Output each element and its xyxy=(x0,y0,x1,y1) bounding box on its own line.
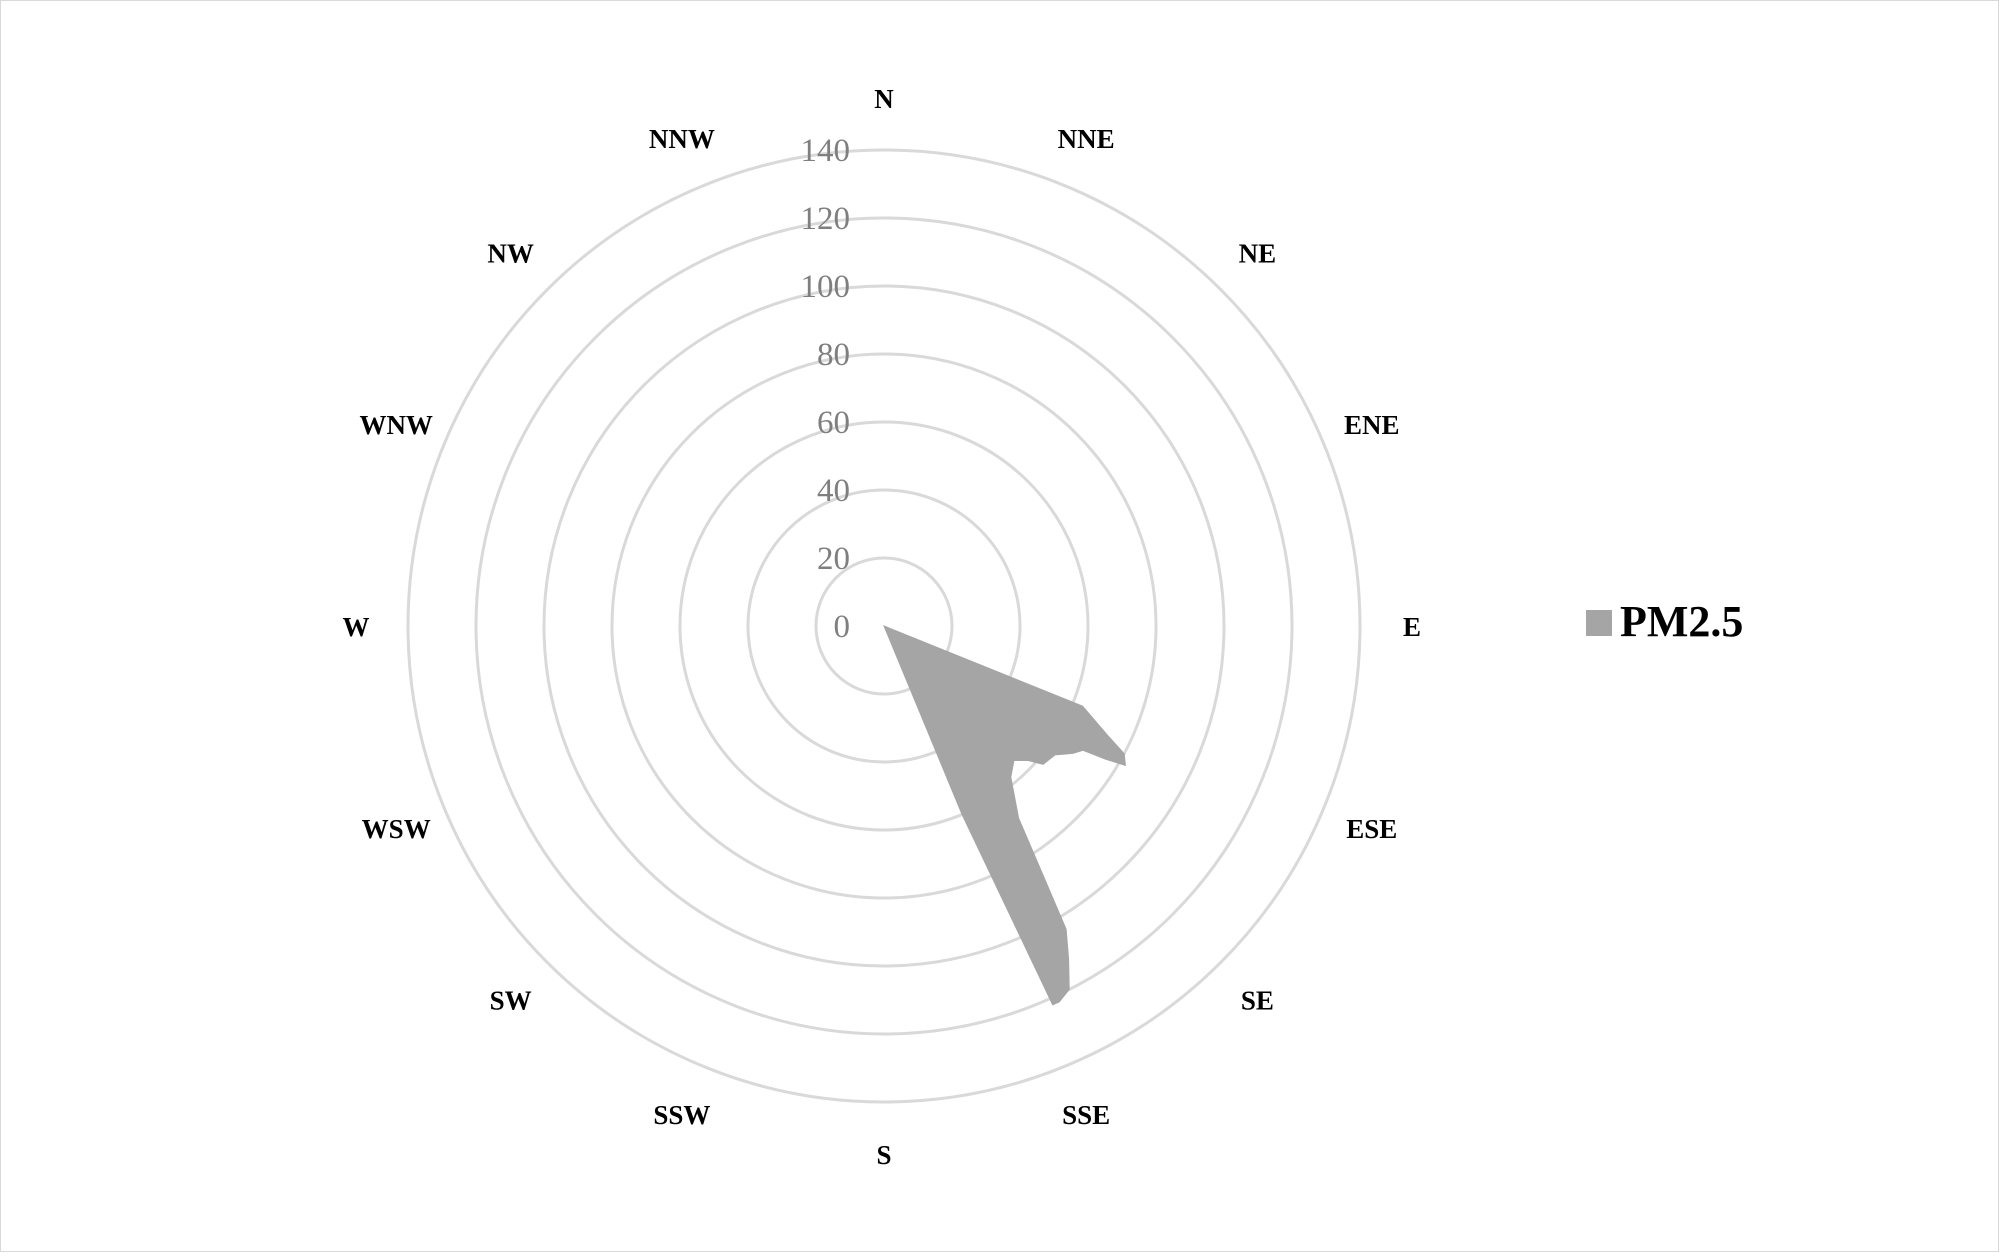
tick-label-60: 60 xyxy=(817,405,850,441)
tick-labels: 0 20 40 60 80 100 120 140 xyxy=(801,133,851,645)
direction-label-e: E xyxy=(1403,612,1421,642)
direction-label-se: SE xyxy=(1241,985,1274,1015)
grid-ring-40 xyxy=(746,488,1022,764)
legend-swatch xyxy=(1586,610,1612,636)
grid-ring-100 xyxy=(542,284,1226,968)
tick-label-20: 20 xyxy=(817,541,850,577)
grid-ring-20 xyxy=(814,556,954,696)
direction-label-ne: NE xyxy=(1239,239,1277,269)
direction-label-wnw: WNW xyxy=(359,410,433,440)
direction-label-sse: SSE xyxy=(1062,1100,1110,1130)
direction-label-nnw: NNW xyxy=(649,124,715,154)
direction-label-n: N xyxy=(874,84,894,114)
tick-label-0: 0 xyxy=(834,609,851,645)
tick-label-120: 120 xyxy=(801,201,851,237)
tick-label-80: 80 xyxy=(817,337,850,373)
direction-label-nne: NNE xyxy=(1058,124,1115,154)
grid-rings xyxy=(406,148,1362,1104)
direction-label-s: S xyxy=(876,1140,891,1170)
tick-label-140: 140 xyxy=(801,133,851,169)
series-area-0 xyxy=(883,625,1126,1006)
grid-ring-120 xyxy=(474,216,1294,1036)
tick-label-100: 100 xyxy=(801,269,851,305)
tick-label-40: 40 xyxy=(817,473,850,509)
grid-ring-140 xyxy=(406,148,1362,1104)
legend: PM2.5 xyxy=(1586,597,1743,646)
series-layer xyxy=(883,625,1126,1006)
legend-label-pm25: PM2.5 xyxy=(1620,597,1743,646)
direction-labels: N NNE NE ENE E ESE SE SSE S SSW SW WSW W WNW NW NNW xyxy=(343,84,1422,1170)
direction-label-ene: ENE xyxy=(1344,410,1400,440)
direction-label-ese: ESE xyxy=(1346,814,1397,844)
grid-ring-60 xyxy=(678,420,1090,832)
direction-label-ssw: SSW xyxy=(653,1100,710,1130)
grid-ring-80 xyxy=(610,352,1158,900)
direction-label-wsw: WSW xyxy=(362,814,431,844)
direction-label-sw: SW xyxy=(490,985,532,1015)
direction-label-nw: NW xyxy=(487,239,534,269)
direction-label-w: W xyxy=(343,612,370,642)
